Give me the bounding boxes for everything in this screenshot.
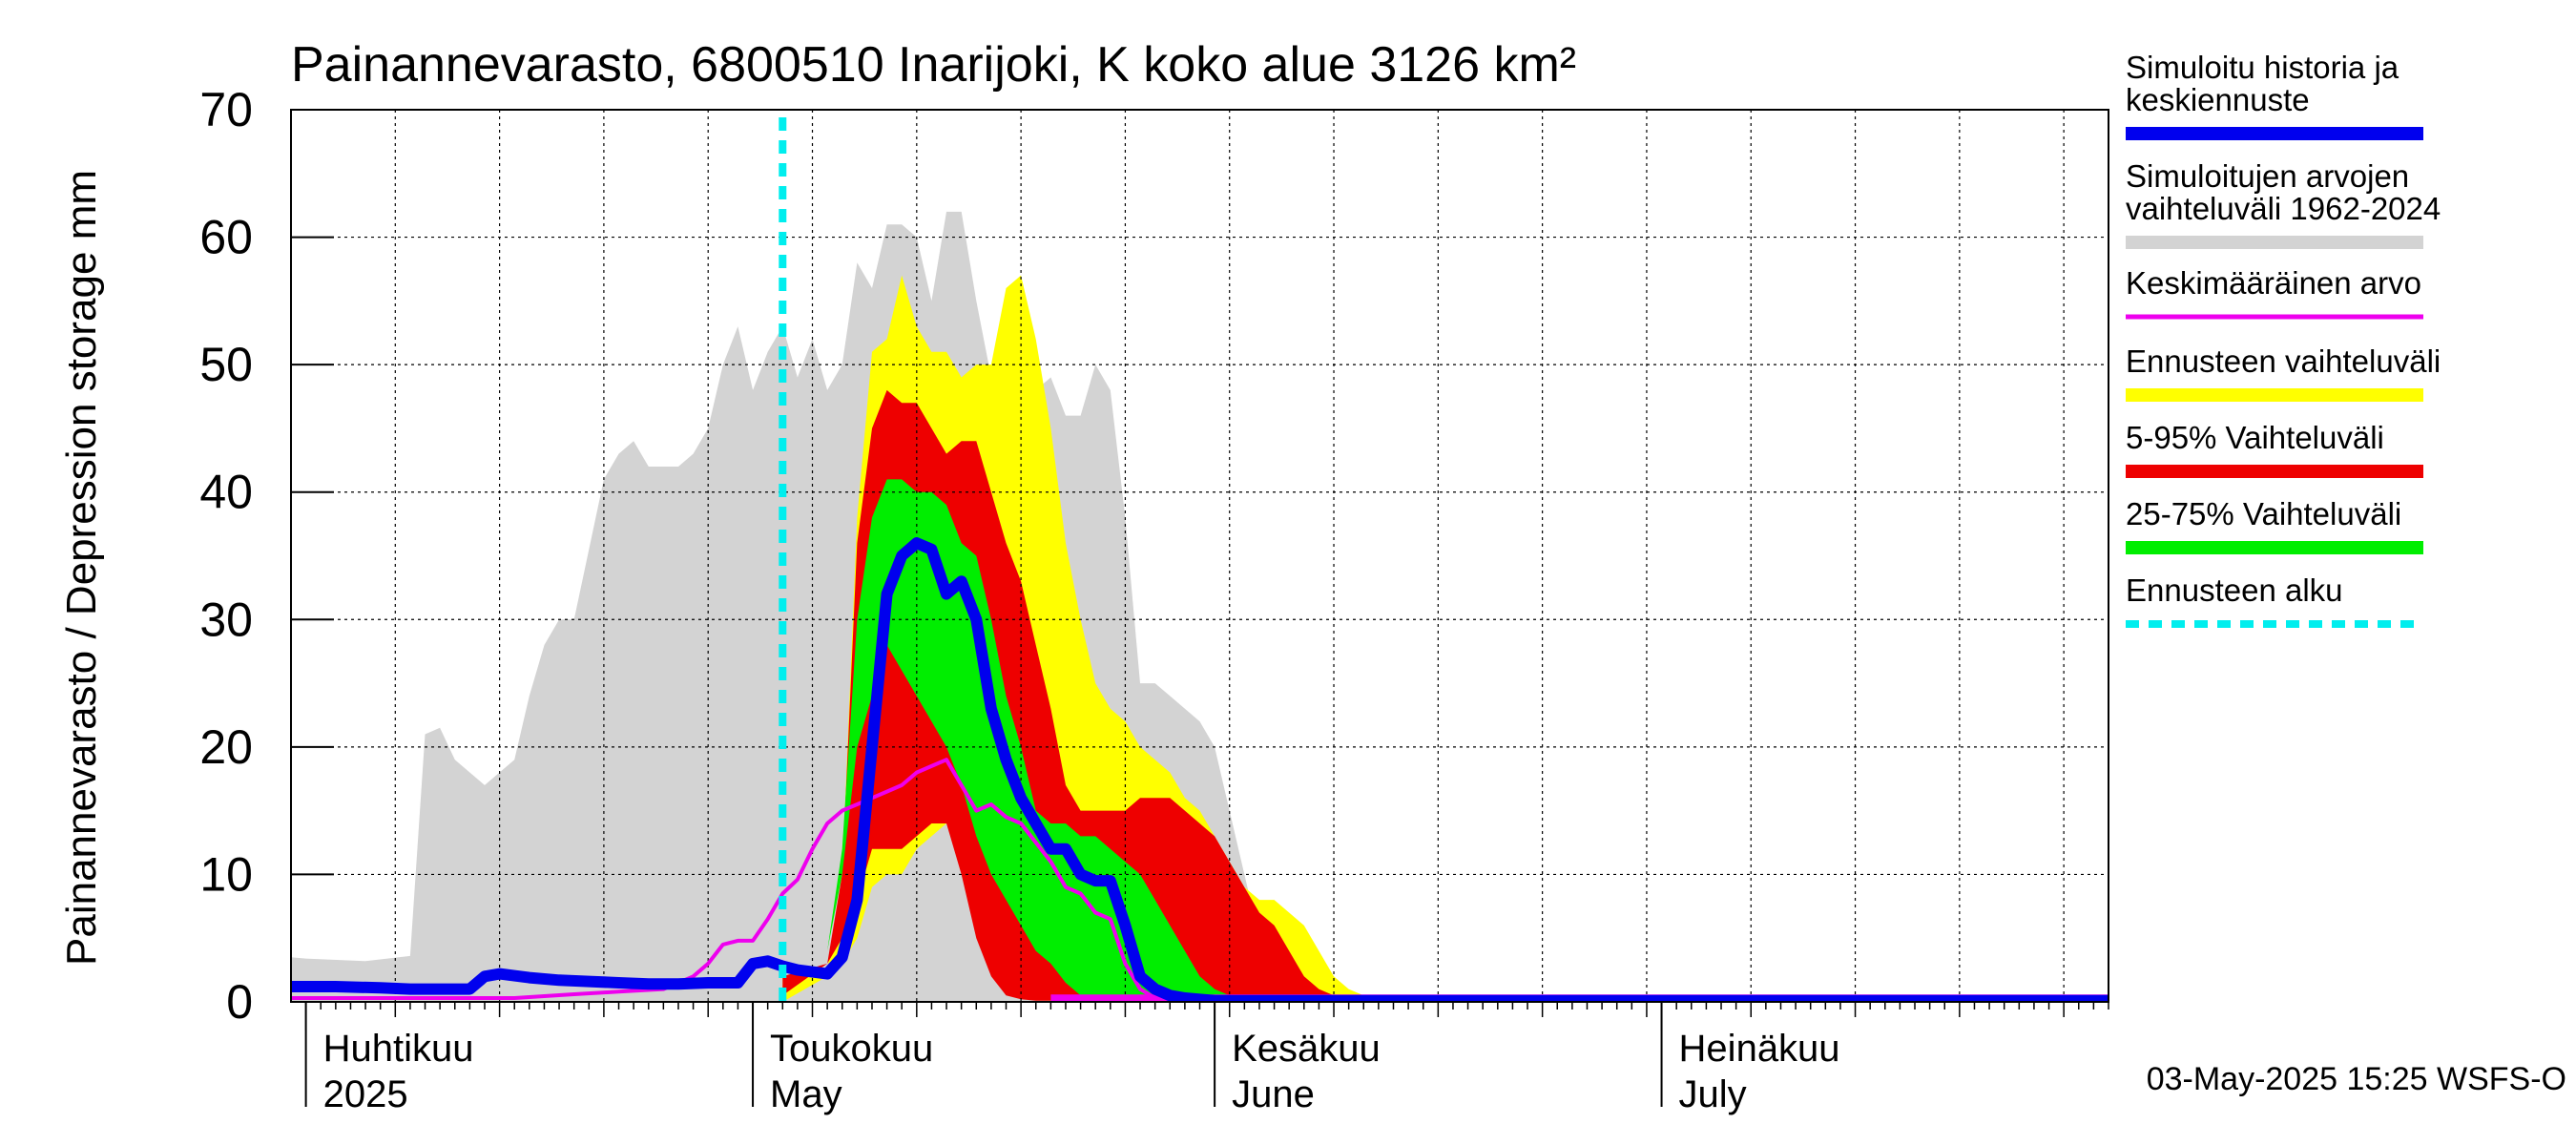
sim-range-band	[291, 211, 2109, 1002]
series-lines	[291, 117, 2109, 1002]
plot-area	[291, 109, 2109, 1002]
history-median-line	[291, 537, 2109, 1002]
month-label-en: June	[1232, 1073, 1315, 1115]
legend-label: vaihteluväli 1962-2024	[2126, 191, 2441, 226]
month-label-en: 2025	[323, 1073, 408, 1115]
y-tick-label: 40	[199, 466, 253, 519]
legend-label: keskiennuste	[2126, 82, 2310, 117]
legend-label: Ennusteen alku	[2126, 572, 2343, 608]
footer-timestamp: 03-May-2025 15:25 WSFS-O	[2147, 1061, 2566, 1097]
y-axis-label: Painannevarasto / Depression storage mm	[58, 170, 105, 966]
legend-label: 25-75% Vaihteluväli	[2126, 496, 2401, 531]
y-tick-label: 10	[199, 847, 253, 901]
month-label-fi: Heinäkuu	[1679, 1028, 1840, 1070]
y-tick-label: 20	[199, 720, 253, 774]
legend-label: Ennusteen vaihteluväli	[2126, 344, 2441, 379]
y-tick-label: 0	[226, 975, 253, 1029]
legend-label: Simuloitu historia ja	[2126, 50, 2399, 85]
month-label-fi: Toukokuu	[770, 1028, 933, 1070]
y-tick-label: 60	[199, 211, 253, 264]
p25-75-band	[812, 479, 2109, 1001]
y-tick-label: 70	[199, 83, 253, 136]
legend-label: 5-95% Vaihteluväli	[2126, 420, 2384, 455]
month-label-en: May	[770, 1073, 842, 1115]
y-tick-labels: 0 10 20 30 40 50 60 70	[199, 83, 253, 1029]
chart-title: Painannevarasto, 6800510 Inarijoki, K ko…	[291, 37, 1576, 93]
legend-label: Simuloitujen arvojen	[2126, 158, 2409, 194]
month-label-en: July	[1679, 1073, 1747, 1115]
legend-label: Keskimääräinen arvo	[2126, 265, 2421, 301]
axes	[290, 109, 2109, 1030]
y-tick-label: 50	[199, 338, 253, 391]
series-bands	[291, 211, 2109, 1002]
month-label-fi: Kesäkuu	[1232, 1028, 1381, 1070]
y-tick-label: 30	[199, 593, 253, 646]
month-label-fi: Huhtikuu	[323, 1028, 474, 1070]
p5-95-band	[782, 389, 2109, 1001]
